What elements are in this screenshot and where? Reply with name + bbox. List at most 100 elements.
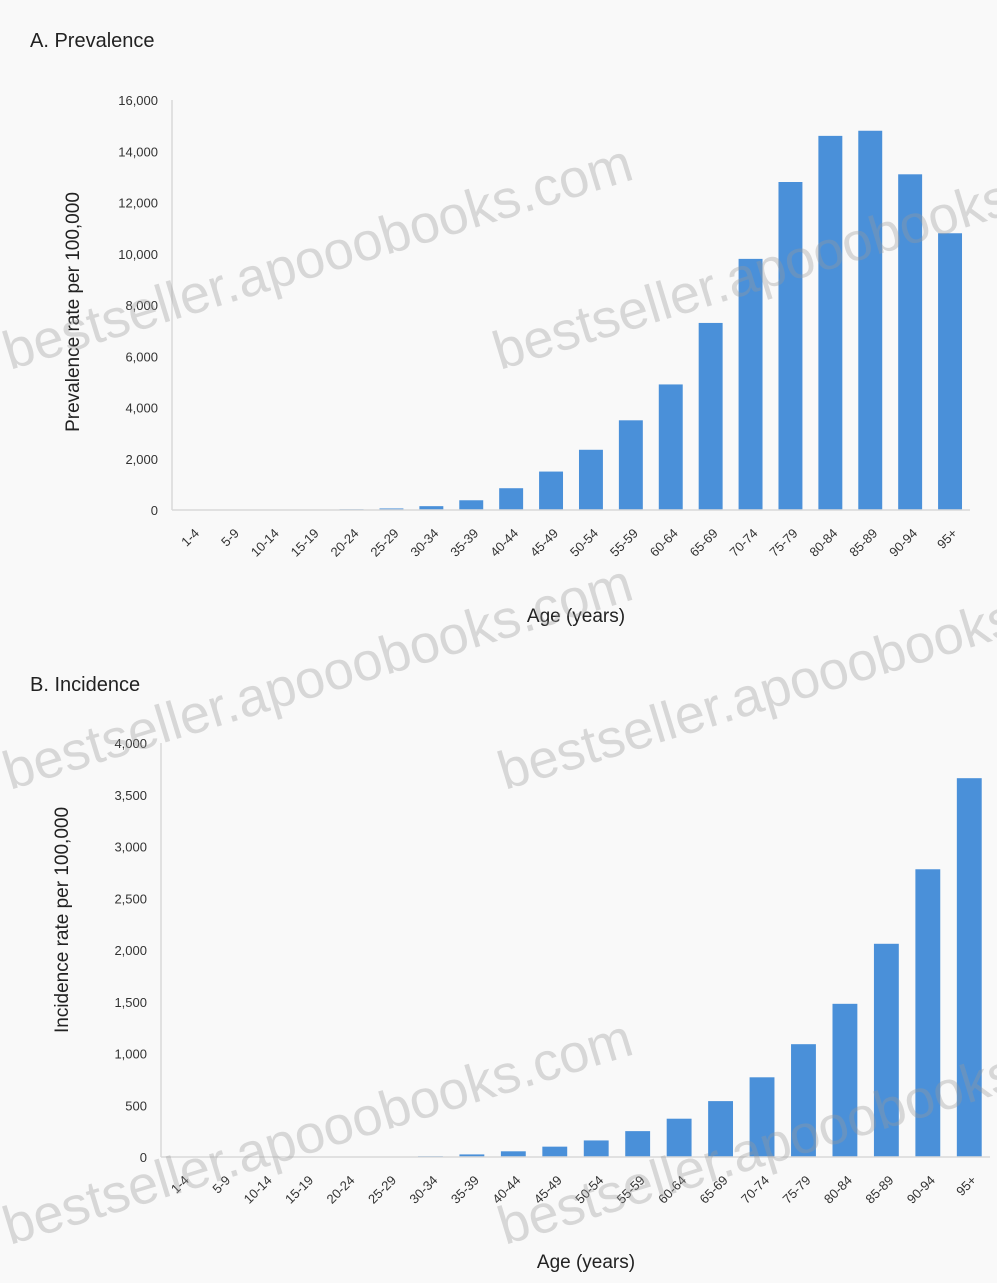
x-tick-label: 80-84 xyxy=(806,526,840,560)
x-tick-label: 75-79 xyxy=(766,526,800,560)
x-tick-label: 95+ xyxy=(953,1173,979,1199)
bar xyxy=(459,1154,485,1157)
y-tick-label: 16,000 xyxy=(118,93,158,108)
bar xyxy=(915,869,941,1157)
x-tick-labels: 1-4 5-9 10-14 15-19 20-24 25-29 30-34 35-39 40-4… xyxy=(178,526,960,560)
x-tick-label: 45-49 xyxy=(531,1173,565,1207)
x-axis-title: Age (years) xyxy=(527,606,625,627)
bar xyxy=(618,420,643,510)
x-tick-label: 40-44 xyxy=(489,1173,523,1207)
bar xyxy=(738,258,763,510)
bar xyxy=(625,1131,651,1157)
bar xyxy=(778,182,803,510)
x-tick-label: 60-64 xyxy=(647,526,681,560)
x-tick-label: 70-74 xyxy=(738,1173,772,1207)
bar xyxy=(873,943,899,1157)
x-tick-label: 45-49 xyxy=(527,526,561,560)
x-tick-label: 55-59 xyxy=(607,526,641,560)
x-tick-label: 40-44 xyxy=(487,526,521,560)
chart-title: A. Prevalence xyxy=(30,30,155,52)
y-tick-label: 3,500 xyxy=(114,788,147,803)
bar xyxy=(500,1151,526,1157)
y-tick-label: 2,500 xyxy=(114,891,147,906)
x-tick-labels: 1-4 5-9 10-14 15-19 20-24 25-29 30-34 35-39 40-4… xyxy=(168,1173,979,1207)
y-tick-label: 1,000 xyxy=(114,1047,147,1062)
bar xyxy=(956,778,982,1157)
bar xyxy=(578,449,603,510)
bar xyxy=(419,506,444,510)
x-tick-label: 70-74 xyxy=(727,526,761,560)
x-tick-label: 10-14 xyxy=(241,1173,275,1207)
y-tick-label: 2,000 xyxy=(114,943,147,958)
x-axis-title: Age (years) xyxy=(537,1252,635,1273)
bar xyxy=(818,135,843,510)
bar xyxy=(379,508,404,510)
x-tick-label: 1-4 xyxy=(178,526,202,550)
y-tick-label: 6,000 xyxy=(125,349,158,364)
chart-title: B. Incidence xyxy=(30,674,140,696)
x-tick-label: 50-54 xyxy=(572,1173,606,1207)
bar xyxy=(666,1118,692,1157)
bar xyxy=(832,1003,858,1157)
bar-series xyxy=(339,130,963,510)
x-tick-label: 20-24 xyxy=(324,1173,358,1207)
x-tick-label: 75-79 xyxy=(779,1173,813,1207)
y-axis-title: Prevalence rate per 100,000 xyxy=(63,192,84,432)
bar xyxy=(698,322,723,510)
x-tick-label: 15-19 xyxy=(288,526,322,560)
y-tick-label: 4,000 xyxy=(114,736,147,751)
x-tick-label: 35-39 xyxy=(447,526,481,560)
x-tick-label: 35-39 xyxy=(448,1173,482,1207)
bar-series xyxy=(417,778,982,1157)
x-tick-label: 30-34 xyxy=(406,1173,440,1207)
prevalence-chart: A. Prevalence Prevalence rate per 100,00… xyxy=(30,30,970,627)
watermark: bestseller.apooobooks.com xyxy=(491,553,997,802)
y-tick-label: 0 xyxy=(140,1150,147,1165)
incidence-chart: B. Incidence Incidence rate per 100,000 … xyxy=(30,674,990,1273)
bar xyxy=(459,500,484,510)
x-tick-label: 80-84 xyxy=(821,1173,855,1207)
x-tick-label: 60-64 xyxy=(655,1173,689,1207)
y-tick-label: 4,000 xyxy=(125,401,158,416)
x-tick-label: 55-59 xyxy=(614,1173,648,1207)
y-tick-labels: 0 2,000 4,000 6,000 8,000 10,000 12,000 14,000 1… xyxy=(118,93,158,518)
bar xyxy=(542,1146,568,1157)
y-tick-label: 500 xyxy=(125,1098,147,1113)
y-tick-label: 2,000 xyxy=(125,452,158,467)
bar xyxy=(898,174,923,510)
x-tick-label: 30-34 xyxy=(407,526,441,560)
y-tick-label: 10,000 xyxy=(118,247,158,262)
bar xyxy=(938,233,963,510)
bar xyxy=(749,1077,775,1157)
x-tick-label: 5-9 xyxy=(218,526,242,550)
y-tick-label: 12,000 xyxy=(118,196,158,211)
bar xyxy=(499,488,524,510)
x-tick-label: 65-69 xyxy=(687,526,721,560)
x-tick-label: 25-29 xyxy=(365,1173,399,1207)
bar xyxy=(539,471,564,510)
bar xyxy=(858,130,883,510)
y-tick-labels: 0 500 1,000 1,500 2,000 2,500 3,000 3,500 4,000 xyxy=(114,736,147,1165)
x-tick-label: 90-94 xyxy=(886,526,920,560)
x-tick-label: 85-89 xyxy=(862,1173,896,1207)
y-tick-label: 14,000 xyxy=(118,144,158,159)
watermark: bestseller.apooobooks.com xyxy=(0,1008,639,1257)
x-tick-label: 25-29 xyxy=(367,526,401,560)
x-tick-label: 50-54 xyxy=(567,526,601,560)
bar xyxy=(791,1044,816,1157)
watermark: bestseller.apooobooks.com xyxy=(0,133,639,382)
y-tick-label: 8,000 xyxy=(125,298,158,313)
x-tick-label: 15-19 xyxy=(282,1173,316,1207)
x-tick-label: 5-9 xyxy=(209,1173,233,1197)
x-tick-label: 1-4 xyxy=(168,1173,192,1197)
y-tick-label: 3,000 xyxy=(114,840,147,855)
y-tick-label: 0 xyxy=(151,503,158,518)
bar xyxy=(583,1140,609,1157)
x-tick-label: 90-94 xyxy=(904,1173,938,1207)
x-tick-label: 20-24 xyxy=(328,526,362,560)
x-tick-label: 95+ xyxy=(934,526,960,552)
bar xyxy=(658,384,683,510)
y-tick-label: 1,500 xyxy=(114,995,147,1010)
x-tick-label: 10-14 xyxy=(248,526,282,560)
